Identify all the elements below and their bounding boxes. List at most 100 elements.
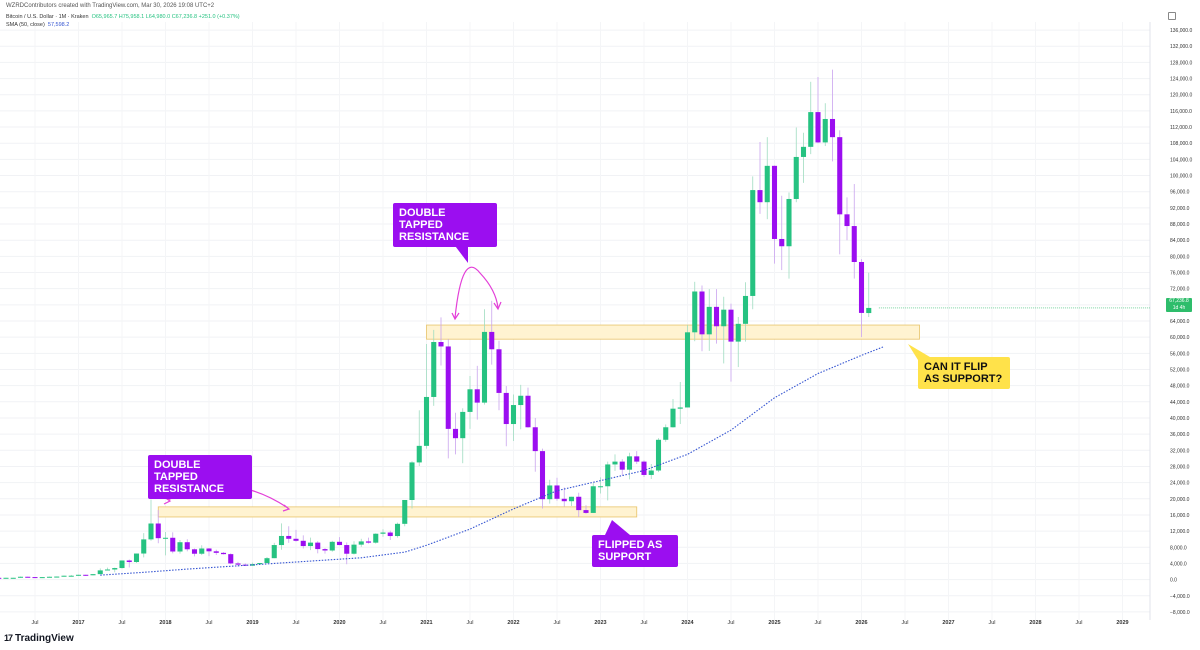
sma-value: 57,598.2 — [47, 22, 70, 28]
y-tick-label: 28,000.0 — [1170, 464, 1190, 470]
candle-body — [39, 577, 45, 579]
candle-body — [235, 563, 241, 565]
callout-pointer-question — [908, 344, 935, 360]
candle-body — [612, 461, 618, 465]
candle-body — [97, 570, 103, 575]
candle-body — [829, 118, 836, 138]
candle-body — [83, 574, 89, 576]
candle-body — [554, 485, 560, 499]
candle-body — [32, 577, 38, 579]
candle-body — [619, 461, 625, 470]
y-tick-label: 4,000.0 — [1170, 561, 1187, 567]
candle-body — [547, 485, 553, 500]
x-tick-label: Jul — [292, 620, 299, 626]
candle-body — [677, 407, 683, 409]
candle-body — [518, 395, 524, 406]
candle-body — [10, 577, 16, 579]
last-price-countdown: 1d 4h — [1172, 305, 1186, 311]
x-tick-label: 2019 — [246, 620, 258, 626]
x-tick-label: Jul — [727, 620, 734, 626]
y-tick-label: 60,000.0 — [1170, 335, 1190, 341]
candle-body — [133, 553, 140, 563]
candle-body — [539, 451, 546, 500]
candle-body — [452, 428, 459, 439]
y-tick-label: 24,000.0 — [1170, 481, 1190, 487]
y-tick-label: 136,000.0 — [1170, 28, 1192, 34]
x-tick-label: 2022 — [507, 620, 519, 626]
candle-body — [220, 552, 227, 555]
candle-body — [351, 544, 357, 554]
candle-body — [583, 510, 589, 513]
y-tick-label: 132,000.0 — [1170, 44, 1192, 50]
x-tick-label: 2028 — [1029, 620, 1041, 626]
candle-body — [170, 537, 176, 552]
candle-body — [634, 456, 640, 462]
candle-body — [467, 389, 473, 412]
x-tick-label: Jul — [379, 620, 386, 626]
y-tick-label: 124,000.0 — [1170, 77, 1192, 83]
candle-body — [344, 545, 350, 554]
candle-body — [728, 309, 734, 342]
candle-body — [206, 548, 212, 552]
x-tick-label: Jul — [466, 620, 473, 626]
candle-body — [532, 427, 538, 452]
candle-body — [706, 306, 712, 335]
candle-body — [757, 190, 763, 203]
candle-body — [866, 307, 872, 314]
candle-body — [474, 389, 480, 403]
tradingview-logo-icon: 17 — [4, 633, 13, 643]
callout-pointer-flipped — [605, 520, 630, 535]
x-tick-label: Jul — [118, 620, 125, 626]
y-tick-label: 20,000.0 — [1170, 497, 1190, 503]
y-tick-label: 108,000.0 — [1170, 141, 1192, 147]
candle-body — [315, 542, 321, 550]
candle-body — [75, 574, 82, 576]
candle-body — [286, 535, 292, 539]
arc-arrow-2021 — [454, 266, 499, 319]
candle-body — [844, 214, 850, 227]
candle-body — [409, 462, 415, 500]
candle-body — [670, 408, 676, 428]
candle-body — [322, 549, 328, 551]
sma-line — [100, 346, 884, 576]
x-tick-label: 2024 — [681, 620, 694, 626]
candle-body — [561, 498, 567, 502]
y-tick-label: 56,000.0 — [1170, 351, 1190, 357]
annotation-double-tap-2018: DOUBLE TAPPED RESISTANCE — [148, 455, 252, 499]
x-tick-label: 2025 — [768, 620, 780, 626]
candle-body — [568, 496, 575, 502]
x-tick-label: 2026 — [855, 620, 867, 626]
candle-body — [655, 439, 662, 471]
candle-body — [721, 309, 727, 327]
settings-icon[interactable] — [1168, 12, 1176, 20]
candle-body — [126, 560, 132, 563]
candle-body — [489, 331, 495, 350]
candle-body — [54, 576, 60, 578]
arc-arrowhead-right-2021 — [493, 301, 502, 311]
candle-body — [61, 575, 67, 577]
y-tick-label: 0.0 — [1170, 578, 1177, 584]
y-tick-label: 80,000.0 — [1170, 254, 1190, 260]
candle-body — [699, 291, 705, 335]
last-price-tag: 67,236.8 1d 4h — [1166, 298, 1192, 312]
candle-body — [525, 395, 531, 428]
candle-body — [605, 464, 611, 487]
y-tick-label: 128,000.0 — [1170, 60, 1192, 66]
candle-body — [119, 560, 125, 569]
candle-body — [590, 486, 596, 513]
x-tick-label: Jul — [814, 620, 821, 626]
ohlc-values: O65,965.7 H75,958.1 L64,980.0 C67,236.8 … — [91, 14, 240, 20]
candle-body — [793, 156, 799, 199]
x-tick-label: Jul — [553, 620, 560, 626]
candle-body — [46, 576, 53, 578]
candle-body — [155, 523, 161, 539]
x-tick-label: Jul — [988, 620, 995, 626]
x-tick-label: 2020 — [333, 620, 345, 626]
candle-body — [431, 342, 437, 397]
candle-body — [3, 577, 9, 579]
candle-body — [713, 306, 720, 327]
tradingview-logo[interactable]: 17 TradingView — [4, 633, 74, 644]
candle-body — [365, 541, 372, 543]
symbol-line: Bitcoin / U.S. Dollar · 1M · Kraken — [6, 14, 89, 20]
